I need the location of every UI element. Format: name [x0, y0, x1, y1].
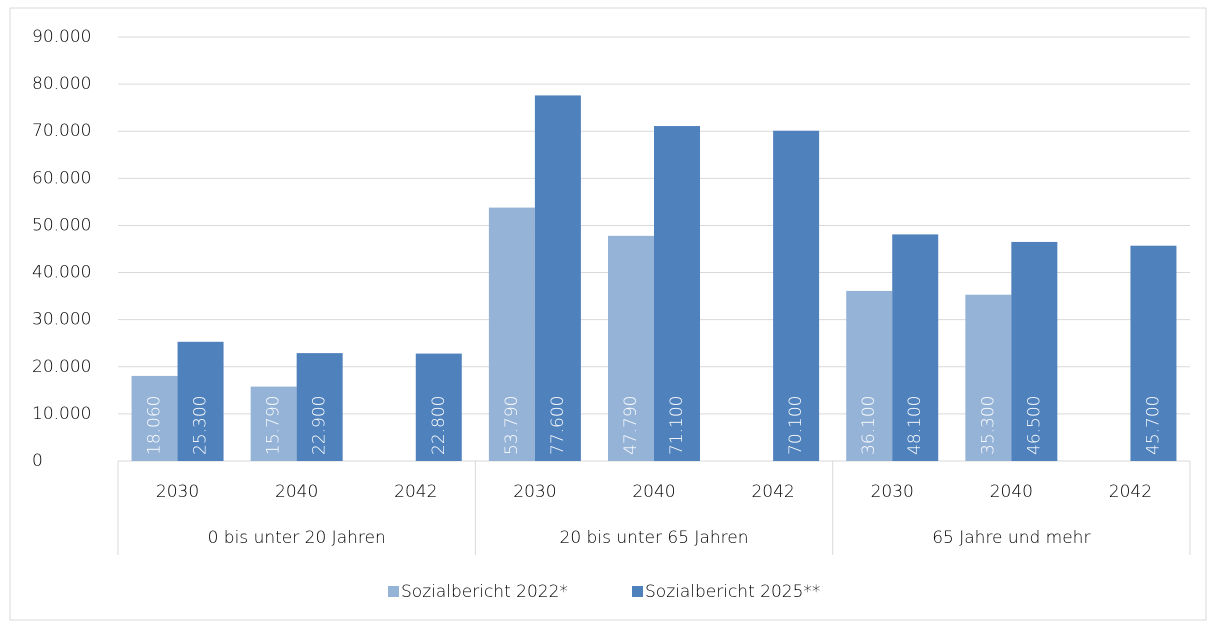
- y-tick-label: 40.000: [32, 263, 91, 283]
- bar: [415, 353, 462, 461]
- group-label: 65 Jahre und mehr: [932, 528, 1090, 548]
- legend-swatch: [632, 586, 643, 597]
- bar: [250, 386, 297, 461]
- bar: [773, 130, 820, 462]
- value-label: 22.900: [310, 396, 330, 455]
- x-tick-label: 2042: [394, 482, 437, 502]
- y-tick-label: 10.000: [32, 404, 91, 424]
- legend-label: Sozialbericht 2025**: [645, 582, 820, 602]
- group-label: 20 bis unter 65 Jahren: [560, 528, 749, 548]
- y-tick-label: 20.000: [32, 357, 91, 377]
- x-tick-label: 2042: [1109, 482, 1152, 502]
- bar: [534, 95, 581, 461]
- x-tick-label: 2030: [513, 482, 556, 502]
- x-tick-label: 2040: [275, 482, 318, 502]
- value-label: 35.300: [978, 396, 998, 455]
- y-tick-label: 50.000: [32, 215, 91, 235]
- y-tick-label: 30.000: [32, 310, 91, 330]
- value-label: 71.100: [667, 396, 687, 455]
- value-label: 22.800: [429, 396, 449, 455]
- bar: [177, 341, 224, 461]
- y-tick-label: 60.000: [32, 168, 91, 188]
- bar: [846, 290, 893, 461]
- x-tick-label: 2042: [751, 482, 794, 502]
- x-tick-label: 2030: [156, 482, 199, 502]
- x-tick-label: 2040: [990, 482, 1033, 502]
- value-label: 15.790: [264, 396, 284, 455]
- y-tick-label: 90.000: [32, 27, 91, 47]
- value-label: 47.790: [621, 396, 641, 455]
- value-label: 46.500: [1024, 396, 1044, 455]
- bar: [608, 235, 654, 461]
- value-label: 53.790: [502, 396, 522, 455]
- bar: [488, 207, 535, 461]
- legend-swatch: [388, 586, 399, 597]
- bar: [892, 234, 939, 461]
- value-label: 25.300: [191, 396, 211, 455]
- value-label: 45.700: [1143, 396, 1163, 455]
- legend-label: Sozialbericht 2022*: [401, 582, 568, 602]
- y-tick-label: 70.000: [32, 121, 91, 141]
- bar: [296, 353, 343, 461]
- value-label: 70.100: [786, 396, 806, 455]
- x-tick-label: 2030: [871, 482, 914, 502]
- bar: [965, 294, 1012, 461]
- value-label: 77.600: [548, 396, 568, 455]
- value-label: 18.060: [145, 396, 165, 455]
- bar: [1011, 241, 1058, 461]
- value-label: 48.100: [905, 396, 925, 455]
- bar: [1130, 245, 1177, 461]
- y-tick-label: 80.000: [32, 74, 91, 94]
- group-label: 0 bis unter 20 Jahren: [208, 528, 386, 548]
- x-tick-label: 2040: [632, 482, 675, 502]
- y-tick-label: 0: [32, 451, 43, 471]
- bar: [654, 126, 700, 461]
- value-label: 36.100: [859, 396, 879, 455]
- bar: [131, 375, 178, 461]
